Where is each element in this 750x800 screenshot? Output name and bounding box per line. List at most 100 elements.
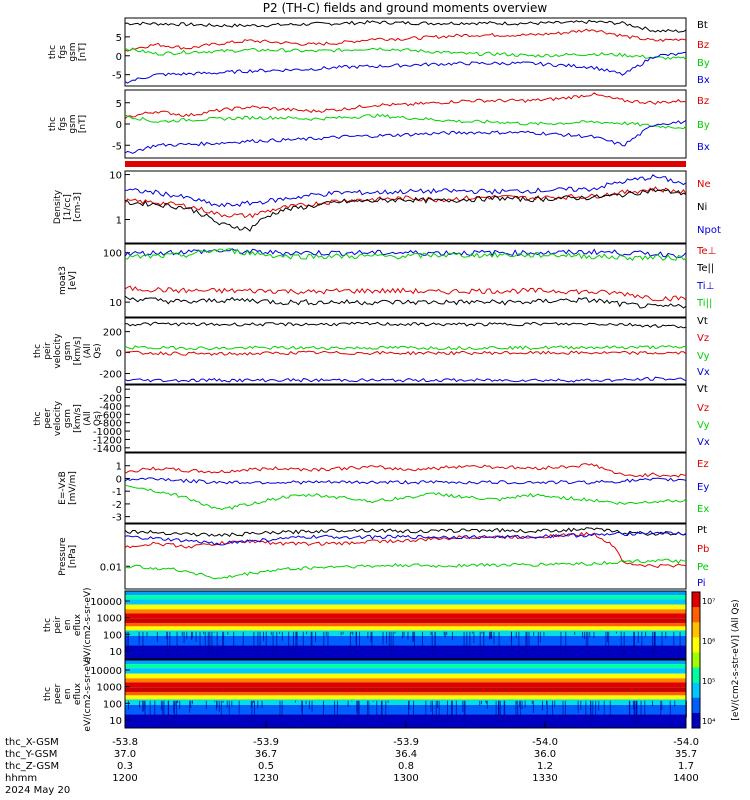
spectrogram-streak — [183, 631, 185, 644]
spectrogram-band — [125, 626, 686, 631]
spectrogram-streak — [455, 700, 457, 721]
spectrogram-streak — [635, 700, 637, 724]
legend-label: Ti|| — [696, 298, 712, 309]
footer-value: 37.0 — [114, 749, 136, 760]
spectrogram-streak — [562, 700, 564, 717]
footer-value: -53.9 — [253, 737, 279, 748]
spectrogram-streak — [211, 631, 213, 655]
spectrogram-streak — [431, 631, 433, 658]
footer-value: 0.5 — [258, 761, 274, 772]
spectrogram-streak — [160, 700, 162, 711]
spectrogram-streak — [435, 700, 437, 722]
spectrogram-streak — [311, 631, 313, 657]
footer-value: 1.2 — [537, 761, 553, 772]
spectrogram-streak — [125, 631, 127, 649]
spectrogram-streak — [315, 631, 317, 643]
spectrogram-streak — [368, 700, 370, 715]
spectrogram-streak — [288, 631, 290, 649]
spectrogram-band — [125, 687, 686, 692]
spectrogram-streak — [564, 700, 566, 719]
spectrogram-band — [125, 673, 686, 679]
spectrogram-streak — [483, 631, 485, 637]
spectrogram-streak — [323, 631, 325, 652]
series-line-peir_vel — [124, 321, 687, 329]
spectrogram-streak — [327, 631, 329, 646]
panel-border — [124, 590, 687, 660]
series-line-fgs — [124, 19, 687, 33]
spectrogram-streak — [661, 631, 663, 649]
spectrogram-streak — [272, 631, 274, 656]
date-label: 2024 May 20 — [5, 785, 70, 796]
spectrogram-streak — [376, 700, 378, 716]
spectrogram-streak — [593, 631, 595, 639]
spectrogram-streak — [628, 700, 630, 717]
spectrogram-streak — [498, 631, 500, 657]
spectrogram-streak — [595, 700, 597, 719]
spectrogram-streak — [238, 700, 240, 715]
legend-label: By — [697, 58, 710, 69]
spectrogram-streak — [485, 700, 487, 703]
spectrogram-streak — [585, 700, 587, 719]
series-line-peir_vel — [124, 376, 687, 383]
legend-label: Vz — [697, 403, 709, 414]
spectrogram-streak — [543, 631, 545, 637]
legend-label: Bx — [697, 142, 710, 153]
panel-frame-efield — [124, 452, 687, 524]
spectrogram-streak — [358, 700, 360, 718]
spectrogram-band — [125, 630, 686, 636]
spectrogram-streak — [203, 631, 205, 635]
legend-label: Bx — [697, 75, 710, 86]
spectrogram-streak — [592, 700, 594, 721]
spectrogram-band — [125, 599, 686, 605]
spectrogram-streak — [265, 631, 267, 647]
spectrogram-streak — [351, 700, 353, 702]
spectrogram-streak — [661, 700, 663, 711]
legend-label: Bz — [697, 96, 709, 107]
spectrogram-streak — [633, 631, 635, 650]
y-tick-label: 200 — [103, 328, 122, 339]
y-axis-label: [nPa] — [68, 545, 78, 568]
spectrogram-streak — [311, 700, 313, 712]
spectrogram-streak — [645, 631, 647, 637]
spectrogram-streak — [216, 700, 218, 708]
y-tick-label: 5 — [116, 33, 122, 44]
spectrogram-streak — [438, 700, 440, 719]
colorbar-tick: 10⁷ — [702, 597, 715, 606]
spectrogram-streak — [580, 700, 582, 711]
spectrogram-streak — [463, 700, 465, 721]
spectrogram-streak — [414, 631, 416, 651]
spectrogram-streak — [581, 631, 583, 638]
legend-label: Pb — [697, 544, 709, 555]
spectrogram-streak — [294, 700, 296, 703]
spectrogram-streak — [173, 700, 175, 714]
y-tick-label: -800 — [99, 419, 122, 430]
y-tick-label: 1 — [116, 462, 122, 473]
y-tick-label: 100 — [103, 699, 122, 710]
spectrogram-streak — [402, 631, 404, 639]
spectrogram-streak — [669, 700, 671, 728]
footer-value: -53.9 — [393, 737, 419, 748]
legend-label: Bz — [697, 40, 709, 51]
spectrogram-streak — [407, 631, 409, 640]
spectrogram-streak — [357, 700, 359, 715]
spectrogram-streak — [166, 631, 168, 657]
y-tick-label: 10 — [109, 171, 122, 182]
spectrogram-streak — [603, 700, 605, 715]
spectrogram-streak — [351, 631, 353, 634]
spectrogram-streak — [499, 700, 501, 716]
series-line-temps — [124, 248, 687, 261]
y-axis-label: fgs — [58, 117, 68, 131]
series-line-pressure — [124, 530, 687, 546]
series-line-density — [124, 188, 687, 232]
spectrogram-streak — [342, 631, 344, 635]
spectrogram-band — [125, 591, 686, 596]
y-tick-label: 1000 — [97, 683, 122, 694]
spectrogram-streak — [510, 631, 512, 649]
spectrogram-streak — [204, 631, 206, 646]
spectrogram-streak — [355, 631, 357, 655]
series-line-fgm — [124, 92, 687, 120]
y-axis-label: thc — [48, 45, 58, 59]
spectrogram-streak — [560, 631, 562, 657]
spectrogram-streak — [489, 631, 491, 639]
y-tick-label: 5 — [116, 99, 122, 110]
